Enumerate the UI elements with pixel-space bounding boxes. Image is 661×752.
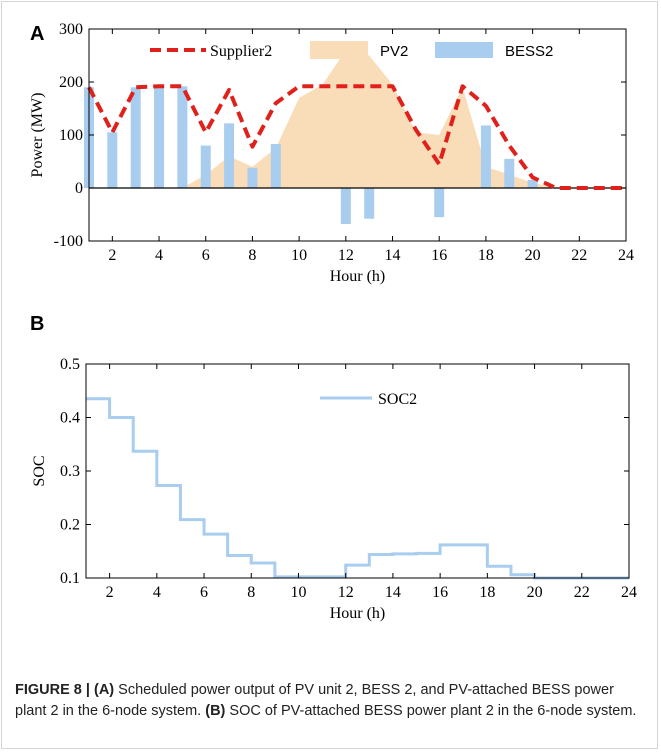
panel-a-x-tick-label: 10	[291, 247, 307, 264]
panel-b-axes: 2 4 6 8 10 12 14 16 18 20 22 240.10.20.30.40.5Hour …	[31, 356, 637, 622]
bess2-bar	[364, 188, 375, 219]
panel-a-x-tick-label: 6	[202, 247, 210, 264]
bess2-bar	[247, 167, 258, 188]
bess2-bar	[340, 188, 351, 225]
panel-a-x-tick-label: 16	[431, 247, 447, 264]
legend-soc2-label: SOC2	[378, 391, 417, 408]
pv2-area	[89, 50, 626, 189]
bess2-bar	[130, 87, 141, 188]
panel-a-supplier-layer	[87, 84, 626, 190]
panel-a-y-tick-label: 0	[75, 180, 83, 197]
bess2-bar	[177, 86, 188, 188]
legend-pv2-swatch	[310, 41, 368, 59]
panel-b-soc-layer	[86, 397, 629, 580]
panel-a-letter: A	[30, 23, 44, 45]
panel-a-y-tick-label: 300	[59, 21, 83, 38]
caption-part-a-text: Scheduled power output of PV unit 2, BES…	[15, 682, 614, 719]
panel-a-y-tick-label: -100	[54, 233, 83, 250]
panel-b-plot-frame	[85, 363, 630, 579]
panel-a-y-axis-label: Power (MW)	[29, 93, 46, 178]
panel-a-x-tick-label: 12	[338, 247, 354, 264]
caption-figure-label: FIGURE 8 |	[15, 682, 90, 698]
legend-bess2-swatch	[435, 42, 493, 58]
panel-b-letter: B	[30, 313, 44, 335]
legend-supplier2-label: Supplier2	[210, 43, 272, 60]
panel-a-x-tick-label: 4	[155, 247, 163, 264]
panel-a-bess-layer	[84, 86, 538, 225]
panel-b-x-tick-label: 24	[621, 584, 637, 601]
figure-caption: FIGURE 8 | (A) Scheduled power output of…	[15, 680, 645, 722]
panel-b-y-tick-label: 0.1	[60, 570, 80, 587]
soc2-step-line	[86, 397, 629, 580]
supplier2-line	[87, 84, 626, 190]
panel-b-x-tick-label: 18	[479, 584, 495, 601]
panel-b-x-axis-label: Hour (h)	[330, 605, 386, 622]
panel-b-x-tick-label: 8	[247, 584, 255, 601]
panel-b-x-tick-label: 12	[338, 584, 354, 601]
panel-a-x-tick-label: 14	[385, 247, 401, 264]
panel-b-y-tick-label: 0.4	[60, 410, 80, 427]
panel-a-x-tick-label: 8	[248, 247, 256, 264]
panel-b-x-tick-label: 20	[527, 584, 543, 601]
caption-part-a-label: (A)	[94, 682, 115, 698]
panel-b-x-tick-label: 2	[106, 584, 114, 601]
caption-part-b-text: SOC of PV-attached BESS power plant 2 in…	[229, 703, 637, 719]
panel-b-x-tick-label: 22	[574, 584, 590, 601]
bess2-bar	[480, 125, 491, 188]
panel-b-x-tick-label: 10	[290, 584, 306, 601]
panel-b-legend: SOC2	[320, 391, 417, 408]
panel-a-x-tick-label: 24	[618, 247, 634, 264]
bess2-bar	[527, 180, 538, 188]
panel-a-y-tick-label: 100	[59, 127, 83, 144]
panel-b-y-tick-label: 0.3	[60, 463, 80, 480]
panel-a-x-tick-label: 22	[571, 247, 587, 264]
bess2-bar	[270, 144, 281, 188]
panel-a-legend: Supplier2 PV2 BESS2	[150, 41, 553, 60]
bess2-bar	[154, 86, 165, 188]
panel-a-x-axis-label: Hour (h)	[330, 268, 386, 285]
panel-a-y-tick-label: 200	[59, 74, 83, 91]
legend-pv2-label: PV2	[380, 43, 408, 60]
bess2-bar	[224, 123, 235, 188]
bess2-bar	[434, 188, 445, 218]
panel-b-x-tick-label: 4	[153, 584, 161, 601]
legend-bess2-label: BESS2	[505, 43, 553, 60]
caption-part-b-label: (B)	[205, 703, 226, 719]
bess2-bar	[504, 158, 515, 188]
panel-b-x-tick-label: 6	[200, 584, 208, 601]
panel-a-pv-layer	[89, 50, 626, 189]
bess2-bar	[107, 132, 118, 188]
panel-b-y-axis-label: SOC	[31, 455, 48, 486]
bess2-bar	[200, 145, 211, 188]
panel-a-x-tick-label: 18	[478, 247, 494, 264]
panel-a-x-tick-label: 20	[525, 247, 541, 264]
panel-b-x-tick-label: 14	[385, 584, 401, 601]
panel-b-y-tick-label: 0.2	[60, 517, 80, 534]
panel-a-x-tick-label: 2	[108, 247, 116, 264]
panel-b-y-tick-label: 0.5	[60, 356, 80, 373]
panel-b-x-tick-label: 16	[432, 584, 448, 601]
